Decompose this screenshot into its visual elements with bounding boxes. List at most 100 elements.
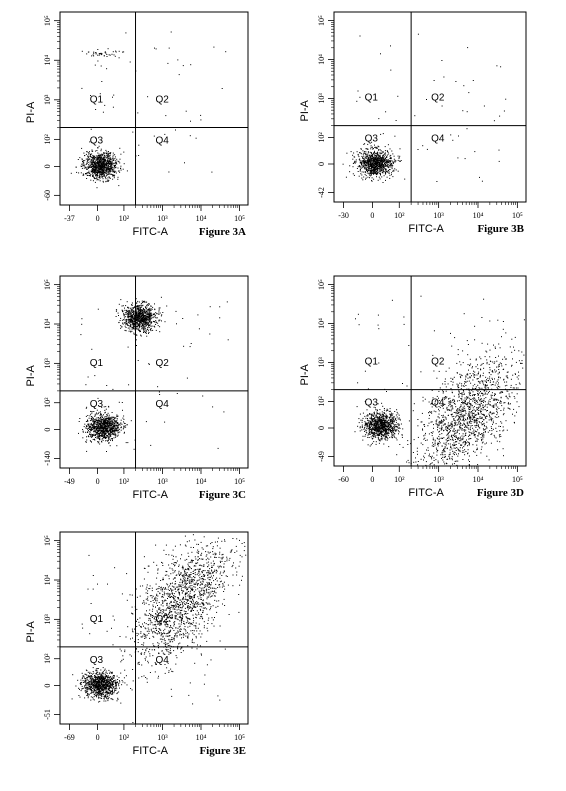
event-dot — [375, 424, 376, 426]
event-dot — [99, 177, 101, 179]
event-dot — [111, 168, 113, 170]
event-dot — [143, 313, 145, 315]
event-dot — [374, 168, 376, 170]
event-dot — [386, 171, 388, 173]
event-dot — [394, 168, 396, 170]
event-dot — [164, 133, 166, 135]
event-dot — [110, 157, 112, 159]
event-dot — [400, 160, 402, 161]
event-dot — [124, 322, 126, 324]
event-dot — [370, 161, 372, 163]
event-dot — [102, 169, 104, 171]
event-dot — [123, 151, 125, 153]
event-dot — [366, 409, 368, 411]
event-dot — [124, 329, 126, 331]
event-dot — [148, 303, 150, 305]
event-dot — [99, 421, 101, 423]
event-dot — [108, 172, 110, 174]
event-dot — [147, 314, 148, 316]
event-dot — [114, 423, 116, 424]
event-dot — [378, 434, 380, 435]
event-dot — [159, 326, 161, 328]
event-dot — [92, 176, 94, 177]
event-dot — [377, 179, 379, 181]
event-dot — [99, 93, 101, 95]
event-dot — [365, 422, 367, 424]
event-dot — [111, 424, 113, 425]
event-dot — [375, 155, 377, 157]
event-dot — [388, 167, 389, 169]
event-dot — [380, 425, 382, 427]
event-dot — [103, 437, 105, 439]
event-dot — [380, 153, 382, 155]
event-dot — [105, 421, 107, 423]
event-dot — [390, 421, 391, 423]
event-dot — [91, 165, 93, 167]
event-dot — [90, 428, 92, 430]
event-dot — [377, 166, 379, 168]
event-dot — [363, 161, 365, 163]
event-dot — [127, 346, 129, 348]
event-dot — [111, 167, 113, 169]
event-dot — [100, 172, 102, 174]
event-dot — [376, 160, 378, 162]
event-dot — [122, 323, 124, 325]
event-dot — [81, 159, 83, 161]
event-dot — [122, 310, 124, 312]
event-dot — [94, 375, 96, 377]
event-dot — [393, 428, 395, 430]
event-dot — [375, 426, 377, 427]
event-dot — [379, 431, 380, 433]
event-dot — [140, 331, 141, 332]
event-dot — [102, 153, 104, 155]
event-dot — [103, 436, 105, 438]
event-dot — [104, 426, 106, 428]
event-dot — [384, 433, 386, 435]
event-dot — [138, 330, 140, 331]
event-dot — [101, 176, 103, 178]
event-dot — [99, 156, 101, 158]
event-dot — [377, 159, 379, 161]
event-dot — [392, 428, 394, 430]
event-dot — [374, 154, 376, 156]
event-dot — [137, 308, 139, 310]
event-dot — [136, 310, 138, 312]
event-dot — [112, 164, 114, 166]
event-dot — [101, 425, 103, 427]
event-dot — [364, 171, 366, 173]
event-dot — [112, 174, 114, 176]
event-dot — [381, 151, 383, 153]
event-dot — [104, 424, 106, 426]
event-dot — [383, 156, 385, 158]
event-dot — [103, 417, 105, 419]
event-dot — [113, 429, 115, 431]
event-dot — [379, 426, 380, 428]
event-dot — [135, 322, 137, 324]
event-dot — [392, 419, 394, 421]
event-dot — [105, 170, 107, 171]
event-dot — [109, 157, 111, 159]
event-dot — [88, 159, 90, 161]
event-dot — [153, 135, 155, 137]
event-dot — [375, 420, 377, 422]
event-dot — [107, 425, 109, 427]
event-dot — [381, 429, 383, 430]
event-dot — [87, 419, 88, 421]
event-dot — [100, 416, 101, 418]
event-dot — [129, 313, 131, 315]
event-dot — [371, 414, 372, 416]
event-dot — [107, 417, 109, 419]
event-dot — [399, 155, 401, 157]
event-dot — [92, 172, 94, 173]
event-dot — [118, 57, 120, 59]
event-dot — [365, 429, 367, 431]
event-dot — [128, 316, 130, 317]
x-tick-label: 10⁵ — [234, 477, 245, 486]
event-dot — [374, 436, 376, 438]
event-dot — [392, 420, 394, 422]
event-dot — [138, 316, 140, 318]
event-dot — [100, 167, 102, 169]
event-dot — [103, 164, 105, 166]
event-dot — [379, 166, 381, 168]
